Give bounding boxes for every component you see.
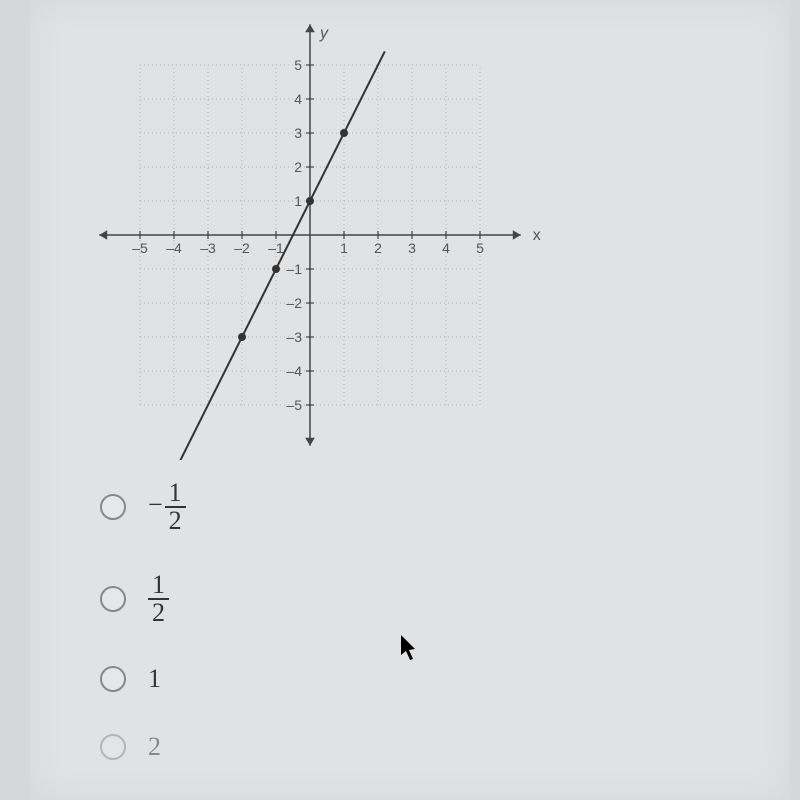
- radio-icon[interactable]: [100, 586, 126, 612]
- chart-svg: –5 –4 –3 –2 –1 1 2 3 4 5 –5 –4 –3 –2 –1 1 2 3 4 5 x y: [70, 10, 550, 460]
- answer-options: −121212: [100, 480, 186, 800]
- svg-text:4: 4: [294, 91, 302, 107]
- svg-text:–4: –4: [286, 363, 302, 379]
- answer-option-3[interactable]: 2: [100, 732, 186, 762]
- radio-icon[interactable]: [100, 494, 126, 520]
- svg-text:–3: –3: [200, 240, 216, 256]
- answer-option-2[interactable]: 1: [100, 664, 186, 694]
- svg-text:4: 4: [442, 240, 450, 256]
- svg-text:–1: –1: [286, 261, 302, 277]
- radio-icon[interactable]: [100, 734, 126, 760]
- svg-text:1: 1: [340, 240, 348, 256]
- svg-text:–4: –4: [166, 240, 182, 256]
- svg-text:3: 3: [294, 125, 302, 141]
- svg-text:2: 2: [294, 159, 302, 175]
- svg-text:1: 1: [294, 193, 302, 209]
- svg-text:–2: –2: [234, 240, 250, 256]
- answer-label: 2: [148, 732, 161, 762]
- content-sheet: –5–4–3–2–112345–5–4–3–2–112345xy −121212: [30, 0, 790, 800]
- page-root: –5–4–3–2–112345–5–4–3–2–112345xy −121212: [0, 0, 800, 800]
- svg-text:–5: –5: [132, 240, 148, 256]
- svg-text:5: 5: [294, 57, 302, 73]
- answer-label: 12: [148, 572, 169, 626]
- answer-label: −12: [148, 480, 186, 534]
- svg-text:–5: –5: [286, 397, 302, 413]
- svg-text:2: 2: [374, 240, 382, 256]
- svg-text:–3: –3: [286, 329, 302, 345]
- radio-icon[interactable]: [100, 666, 126, 692]
- svg-text:x: x: [533, 227, 541, 244]
- svg-text:–1: –1: [268, 240, 284, 256]
- svg-text:y: y: [319, 25, 329, 42]
- svg-text:5: 5: [476, 240, 484, 256]
- svg-text:3: 3: [408, 240, 416, 256]
- svg-text:–2: –2: [286, 295, 302, 311]
- mouse-cursor-icon: [400, 635, 422, 663]
- coordinate-chart: –5 –4 –3 –2 –1 1 2 3 4 5 –5 –4 –3 –2 –1 1 2 3 4 5 x y: [70, 10, 550, 460]
- answer-label: 1: [148, 664, 161, 694]
- answer-option-1[interactable]: 12: [100, 572, 186, 626]
- answer-option-0[interactable]: −12: [100, 480, 186, 534]
